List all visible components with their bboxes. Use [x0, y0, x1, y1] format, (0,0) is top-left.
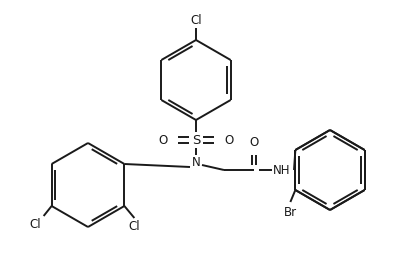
Text: Br: Br [284, 206, 297, 219]
Text: NH: NH [273, 163, 291, 176]
Text: Cl: Cl [190, 14, 202, 27]
Text: Cl: Cl [129, 219, 140, 232]
Text: Cl: Cl [30, 217, 42, 230]
Text: O: O [249, 135, 259, 148]
Text: O: O [158, 134, 168, 147]
Text: O: O [225, 134, 234, 147]
Text: S: S [192, 134, 200, 147]
Text: N: N [192, 155, 200, 168]
